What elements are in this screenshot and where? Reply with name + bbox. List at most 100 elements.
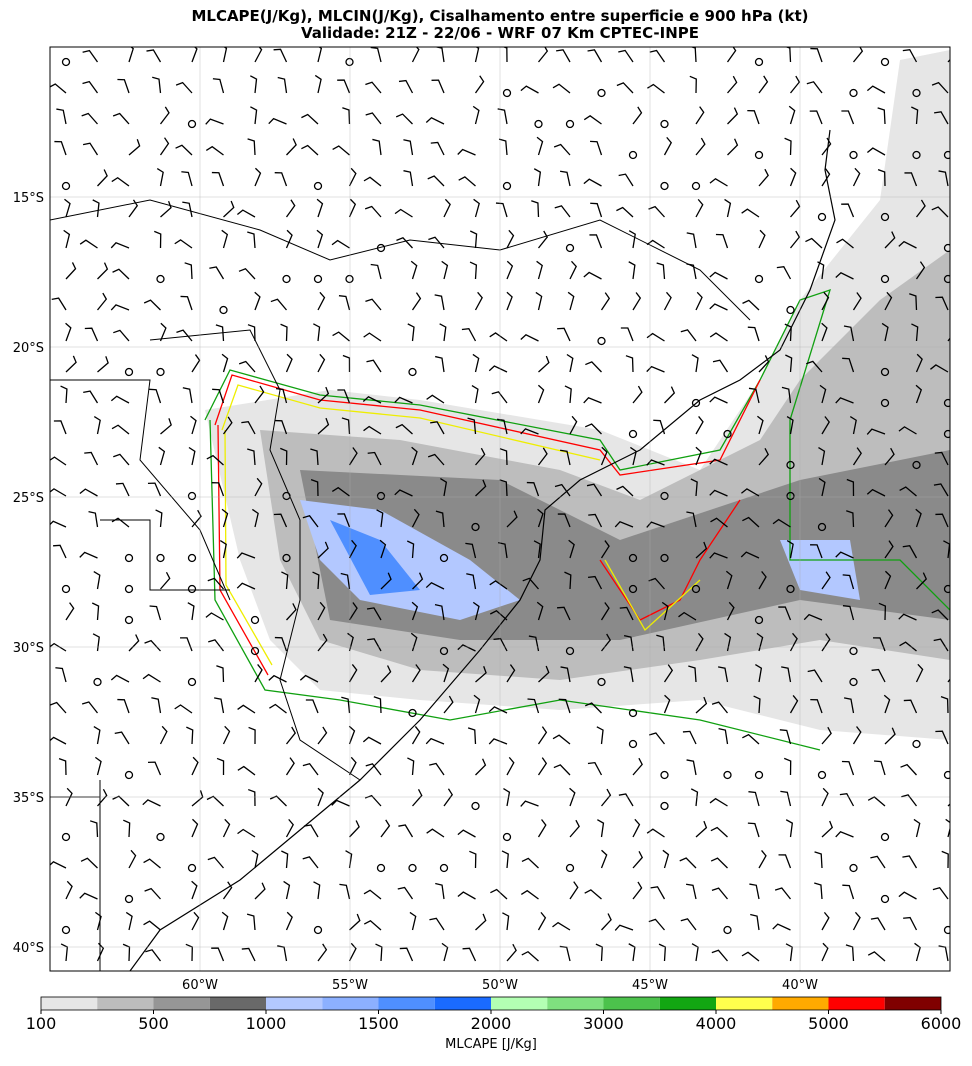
wind-barb bbox=[277, 76, 288, 94]
wind-barb bbox=[884, 447, 895, 466]
wind-barb bbox=[709, 552, 728, 559]
x-tick-label: 40°W bbox=[782, 978, 818, 993]
wind-barb bbox=[587, 575, 603, 590]
wind-barb bbox=[317, 541, 329, 559]
wind-barb bbox=[110, 242, 130, 249]
wind-barb bbox=[632, 106, 643, 125]
wind-barb bbox=[821, 291, 830, 311]
wind-barb bbox=[286, 603, 297, 621]
wind-barb bbox=[835, 397, 854, 404]
colorbar-tick-label: 3000 bbox=[583, 1014, 624, 1033]
wind-barb bbox=[332, 145, 350, 156]
calm-wind bbox=[124, 894, 134, 904]
wind-barb bbox=[366, 359, 382, 373]
wind-barb bbox=[301, 144, 319, 156]
wind-barb bbox=[472, 601, 480, 621]
wind-barb bbox=[159, 322, 167, 342]
wind-barb bbox=[79, 892, 98, 900]
wind-barb bbox=[839, 793, 855, 807]
wind-barb bbox=[363, 425, 382, 435]
wind-barb bbox=[221, 229, 229, 249]
wind-barb bbox=[362, 396, 382, 404]
colorbar-swatch bbox=[97, 997, 154, 1010]
wind-barb bbox=[520, 85, 539, 94]
wind-barb bbox=[911, 106, 919, 125]
wind-barb bbox=[898, 240, 917, 249]
wind-barb bbox=[394, 208, 413, 218]
wind-barb bbox=[237, 704, 256, 714]
calm-wind bbox=[124, 615, 134, 625]
calm-wind bbox=[187, 677, 197, 687]
wind-barb bbox=[724, 198, 732, 218]
wind-barb bbox=[903, 699, 918, 714]
wind-barb bbox=[841, 110, 855, 125]
calm-wind bbox=[943, 274, 950, 284]
wind-barb bbox=[113, 329, 130, 342]
wind-barb bbox=[317, 291, 326, 311]
wind-barb bbox=[246, 913, 256, 931]
wind-barb bbox=[206, 454, 224, 466]
wind-barb bbox=[784, 323, 792, 342]
wind-barb bbox=[552, 921, 571, 931]
wind-barb bbox=[564, 385, 572, 404]
wind-barb bbox=[938, 170, 949, 187]
wind-barb bbox=[849, 415, 857, 435]
calm-wind bbox=[943, 584, 950, 594]
wind-barb bbox=[695, 106, 705, 125]
wind-barb bbox=[406, 540, 415, 559]
wind-barb bbox=[685, 883, 697, 900]
wind-barb bbox=[128, 849, 137, 869]
calm-wind bbox=[628, 429, 638, 439]
wind-barb bbox=[934, 451, 949, 466]
wind-barb bbox=[790, 199, 801, 218]
calm-wind bbox=[124, 770, 134, 780]
wind-barb bbox=[375, 943, 383, 962]
wind-barb bbox=[81, 112, 98, 125]
wind-barb bbox=[489, 609, 508, 621]
wind-barb bbox=[111, 517, 130, 528]
wind-barb bbox=[467, 727, 477, 745]
wind-barb bbox=[715, 233, 729, 249]
wind-barb bbox=[778, 854, 792, 869]
wind-barb bbox=[535, 291, 543, 311]
calm-wind bbox=[345, 274, 354, 284]
wind-barb bbox=[663, 694, 671, 714]
calm-wind bbox=[912, 150, 921, 160]
wind-barb bbox=[784, 47, 792, 63]
wind-barb bbox=[79, 239, 98, 249]
wind-barb bbox=[646, 459, 665, 466]
wind-barb bbox=[758, 355, 770, 373]
wind-barb bbox=[317, 943, 328, 962]
wind-barb bbox=[758, 229, 766, 249]
wind-barb bbox=[898, 891, 917, 900]
wind-barb bbox=[430, 141, 445, 156]
wind-barb bbox=[742, 733, 760, 745]
wind-barb bbox=[661, 601, 669, 621]
wind-barb bbox=[341, 417, 351, 435]
wind-barb bbox=[310, 448, 319, 466]
wind-barb bbox=[65, 602, 75, 621]
wind-barb bbox=[870, 855, 886, 869]
wind-barb bbox=[709, 332, 728, 342]
wind-barb bbox=[430, 421, 445, 435]
calm-wind bbox=[439, 646, 449, 656]
wind-barb bbox=[63, 229, 71, 249]
wind-barb bbox=[339, 883, 351, 900]
wind-barb bbox=[817, 261, 825, 280]
wind-barb bbox=[866, 488, 886, 497]
wind-barb bbox=[814, 882, 823, 900]
wind-barb bbox=[712, 359, 729, 373]
wind-barb bbox=[749, 883, 760, 900]
wind-barb bbox=[313, 881, 321, 900]
wind-barb bbox=[772, 518, 791, 528]
wind-barb bbox=[143, 858, 161, 869]
colorbar-swatch bbox=[491, 997, 548, 1010]
wind-barb bbox=[222, 725, 231, 745]
calm-wind bbox=[723, 770, 732, 780]
wind-barb bbox=[457, 891, 476, 900]
wind-barb bbox=[552, 83, 571, 94]
wind-barb bbox=[871, 668, 886, 683]
calm-wind bbox=[439, 863, 449, 873]
calm-wind bbox=[912, 739, 921, 749]
wind-barb bbox=[915, 199, 926, 218]
